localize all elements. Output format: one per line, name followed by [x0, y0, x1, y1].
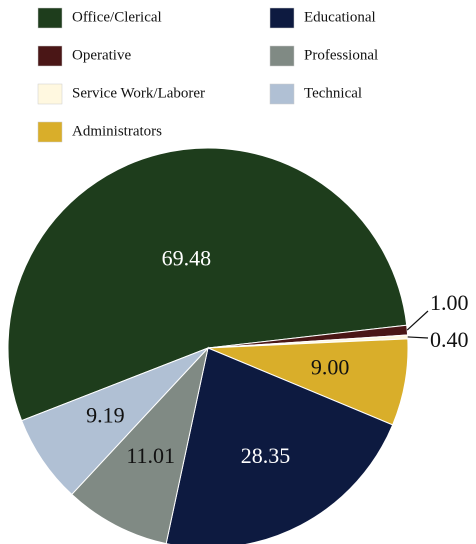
- legend-swatch: [37, 83, 63, 105]
- legend-label: Administrators: [72, 123, 162, 139]
- legend-swatch: [37, 121, 63, 143]
- pie-slice: [21, 347, 209, 496]
- pie-slice: [71, 346, 209, 544]
- legend-swatch: [269, 7, 295, 29]
- data-label: 9.19: [86, 403, 125, 428]
- legend-label: Service Work/Laborer: [72, 85, 205, 101]
- leader-line: [406, 310, 429, 331]
- legend-swatch: [37, 7, 63, 29]
- data-label: 0.40: [430, 327, 469, 352]
- legend-label: Professional: [304, 47, 378, 63]
- pie-slice: [7, 147, 408, 422]
- legend-label: Office/Clerical: [72, 9, 162, 25]
- data-label: 1.00: [430, 290, 469, 315]
- data-label: 9.00: [311, 355, 350, 380]
- leader-line: [407, 336, 429, 339]
- data-label: 11.01: [126, 443, 175, 468]
- legend-swatch: [37, 45, 63, 67]
- legend-swatch: [269, 45, 295, 67]
- data-label: 69.48: [162, 246, 212, 271]
- legend-label: Operative: [72, 47, 131, 63]
- legend-swatch: [269, 83, 295, 105]
- data-label: 28.35: [241, 443, 291, 468]
- legend-label: Technical: [304, 85, 362, 101]
- pie-slice: [165, 347, 394, 544]
- legend-label: Educational: [304, 9, 376, 25]
